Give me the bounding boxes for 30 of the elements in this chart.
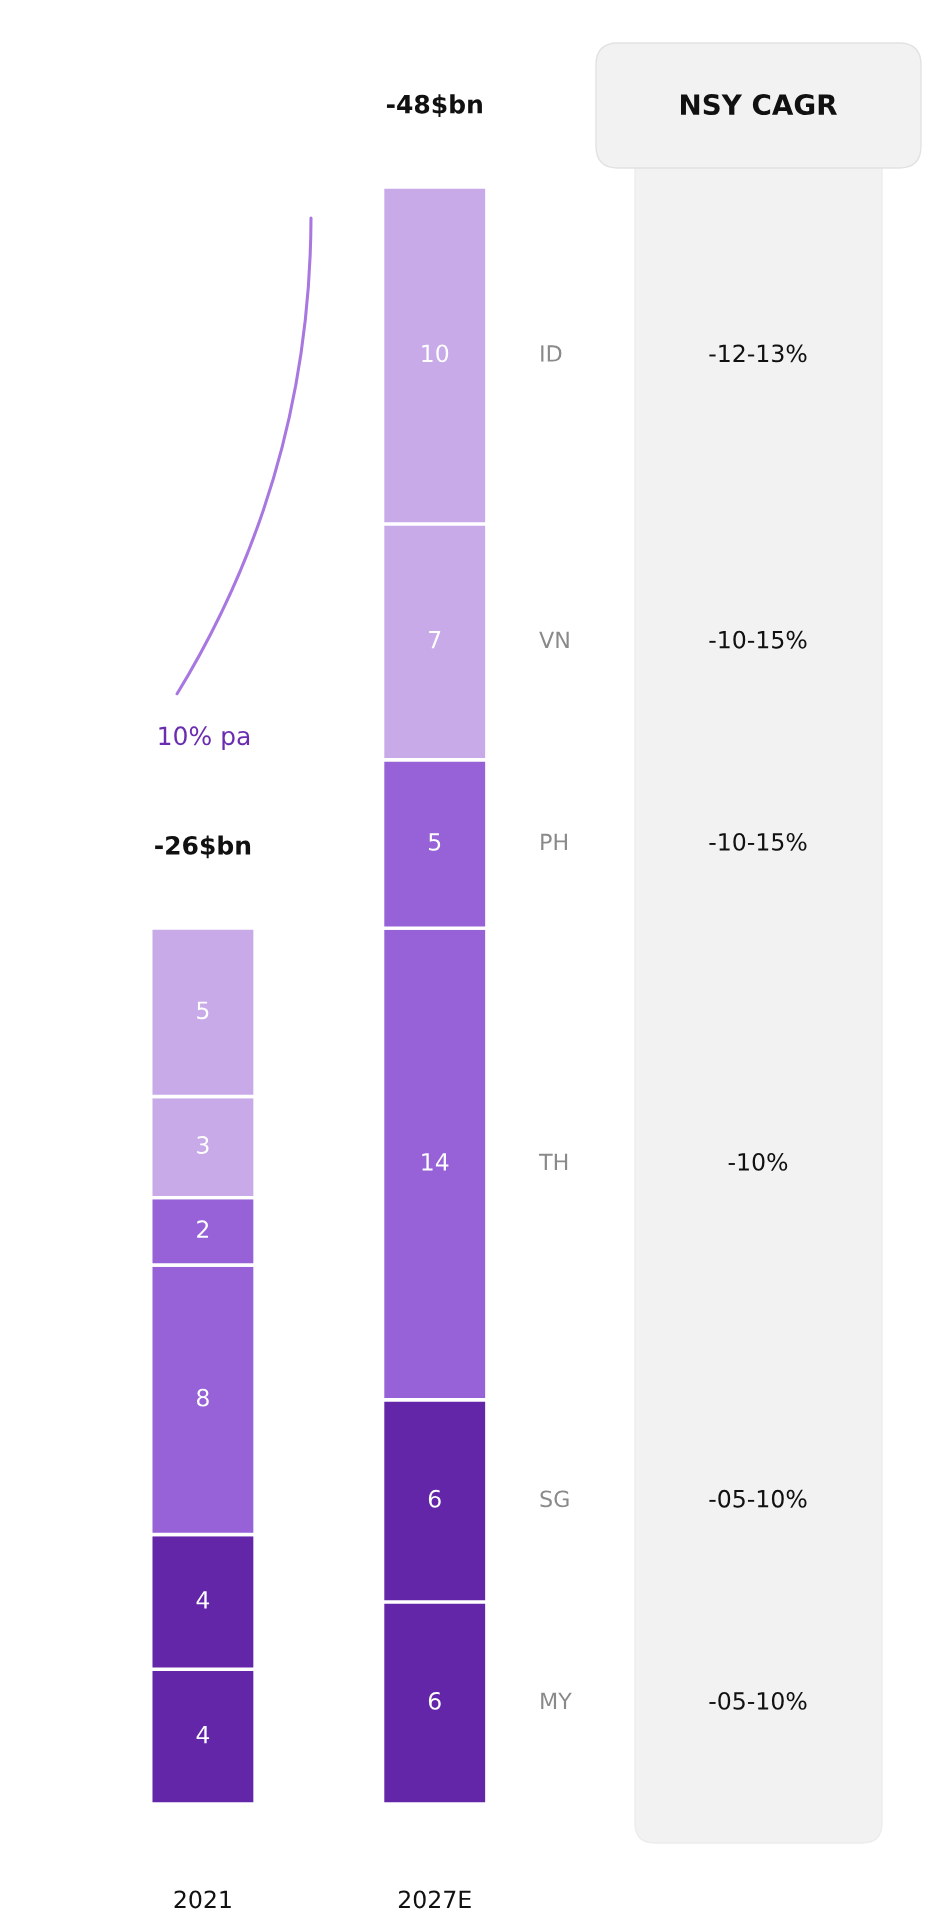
data-label: 8 <box>197 1388 209 1407</box>
data-label: 6 <box>428 1489 441 1508</box>
text: VN <box>539 631 569 648</box>
text: PH <box>541 833 567 851</box>
text: MY <box>541 1692 572 1710</box>
text: -10-15% <box>709 832 807 851</box>
annotation: 10% pa <box>159 726 250 751</box>
text: TH <box>538 1153 568 1171</box>
data-label: 5 <box>197 1001 209 1020</box>
x-tick-label: 2021 <box>174 1890 231 1909</box>
text: -10% <box>728 1152 788 1171</box>
text: -05-10% <box>709 1691 807 1710</box>
data-label: 7 <box>429 631 441 649</box>
data-label: 6 <box>428 1691 441 1710</box>
text: -10-15% <box>709 630 807 649</box>
data-label: 2 <box>197 1220 209 1238</box>
data-label: 3 <box>197 1136 209 1154</box>
data-label: 4 <box>196 1591 210 1609</box>
text: SG <box>540 1490 569 1508</box>
x-tick-label: 2027E <box>398 1890 471 1909</box>
text: NSY CAGR <box>681 94 838 116</box>
data-label: 14 <box>422 1153 449 1171</box>
annotation: -48$bn <box>386 94 482 118</box>
text: -05-10% <box>709 1489 807 1508</box>
text: ID <box>541 345 562 362</box>
annotation: -26$bn <box>155 835 251 859</box>
text: -12-13% <box>709 344 807 363</box>
data-label: 5 <box>429 833 441 851</box>
data-label: 4 <box>196 1725 210 1744</box>
data-label: 10 <box>422 344 449 363</box>
